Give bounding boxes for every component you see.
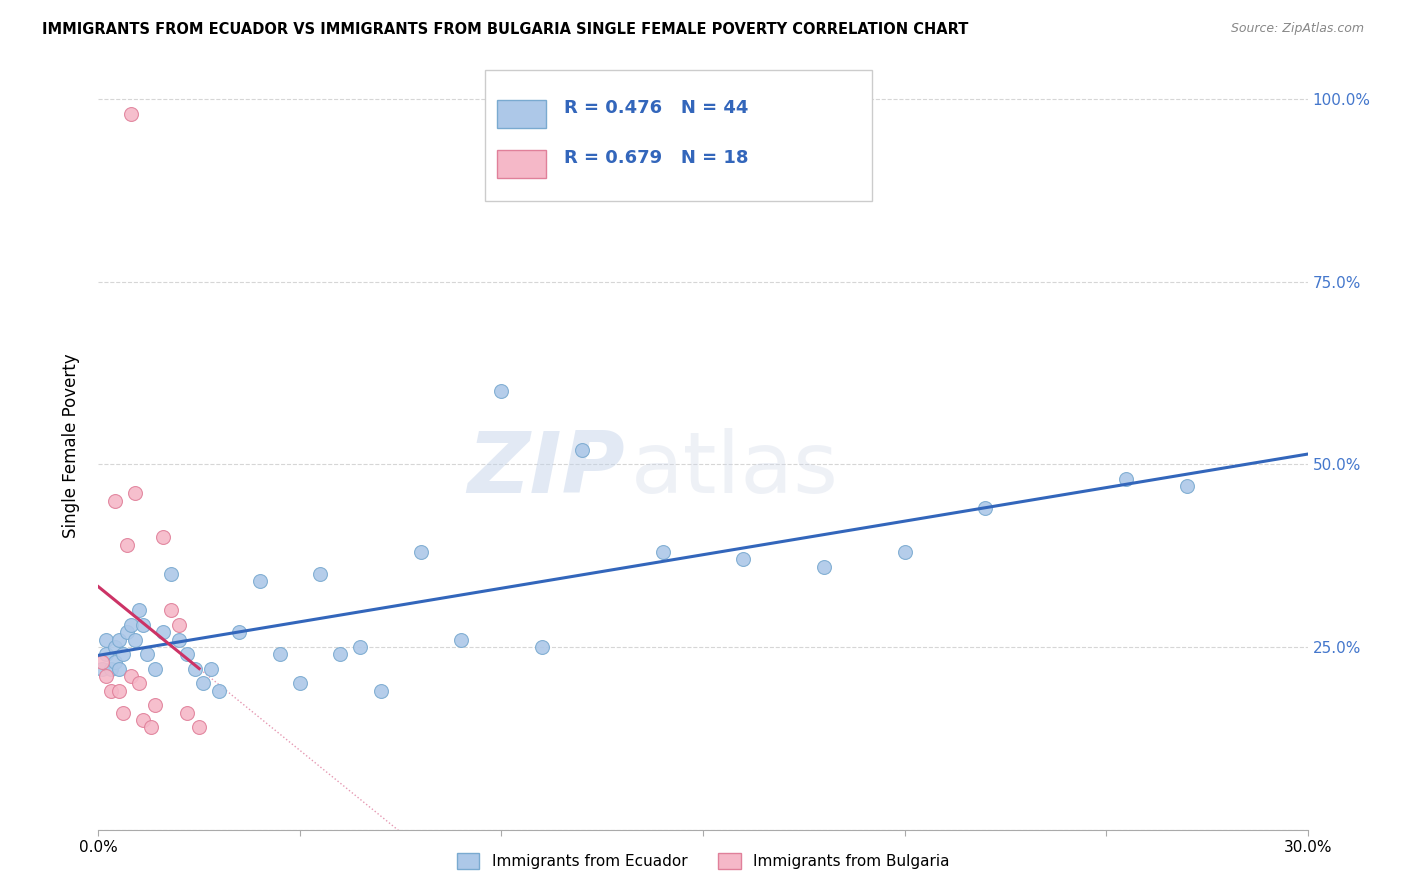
Point [160,566,183,581]
Point [139,720,162,734]
Point [100,683,122,698]
Point [188,720,211,734]
Point [228,625,250,640]
Point [160,603,183,617]
Point [288,676,311,690]
Point [107,662,129,676]
Text: R = 0.679   N = 18: R = 0.679 N = 18 [564,149,748,167]
Point [111,706,134,720]
Point [103,655,125,669]
FancyBboxPatch shape [485,70,872,201]
Point [200,662,222,676]
Point [120,669,142,683]
Point [91,662,114,676]
Point [96,669,118,683]
Point [103,493,125,508]
Point [167,632,190,647]
Point [152,530,174,544]
Point [152,625,174,640]
Point [107,683,129,698]
Point [128,603,150,617]
Point [124,632,146,647]
Point [409,545,432,559]
Point [100,662,122,676]
Point [115,625,138,640]
Point [132,713,155,727]
Point [1115,472,1137,486]
FancyBboxPatch shape [498,100,546,128]
Point [132,618,155,632]
Point [813,559,835,574]
Point [143,662,166,676]
Point [115,538,138,552]
Text: ZIP: ZIP [467,427,624,510]
Text: Source: ZipAtlas.com: Source: ZipAtlas.com [1230,22,1364,36]
Point [893,545,915,559]
Point [124,486,146,500]
Point [107,632,129,647]
Point [1175,479,1198,493]
Point [269,647,291,661]
Point [249,574,271,589]
Point [370,683,392,698]
Point [184,662,207,676]
Point [193,676,215,690]
Point [733,552,755,566]
Point [450,632,472,647]
Point [96,647,118,661]
Point [309,566,332,581]
Point [103,640,125,654]
Point [208,683,231,698]
Point [571,442,593,457]
Point [491,384,513,399]
Point [128,676,150,690]
Point [530,640,553,654]
FancyBboxPatch shape [498,150,546,178]
Point [143,698,166,713]
Point [974,501,997,516]
Point [135,647,157,661]
Y-axis label: Single Female Poverty: Single Female Poverty [62,354,80,538]
Point [120,618,142,632]
Point [96,632,118,647]
Point [176,647,198,661]
Text: R = 0.476   N = 44: R = 0.476 N = 44 [564,99,748,117]
Text: IMMIGRANTS FROM ECUADOR VS IMMIGRANTS FROM BULGARIA SINGLE FEMALE POVERTY CORREL: IMMIGRANTS FROM ECUADOR VS IMMIGRANTS FR… [42,22,969,37]
Point [329,647,352,661]
Point [111,647,134,661]
Point [176,706,198,720]
Point [91,655,114,669]
Text: atlas: atlas [630,427,838,510]
Point [167,618,190,632]
Legend: Immigrants from Ecuador, Immigrants from Bulgaria: Immigrants from Ecuador, Immigrants from… [450,847,956,875]
Point [651,545,673,559]
Point [120,106,142,120]
Point [349,640,371,654]
